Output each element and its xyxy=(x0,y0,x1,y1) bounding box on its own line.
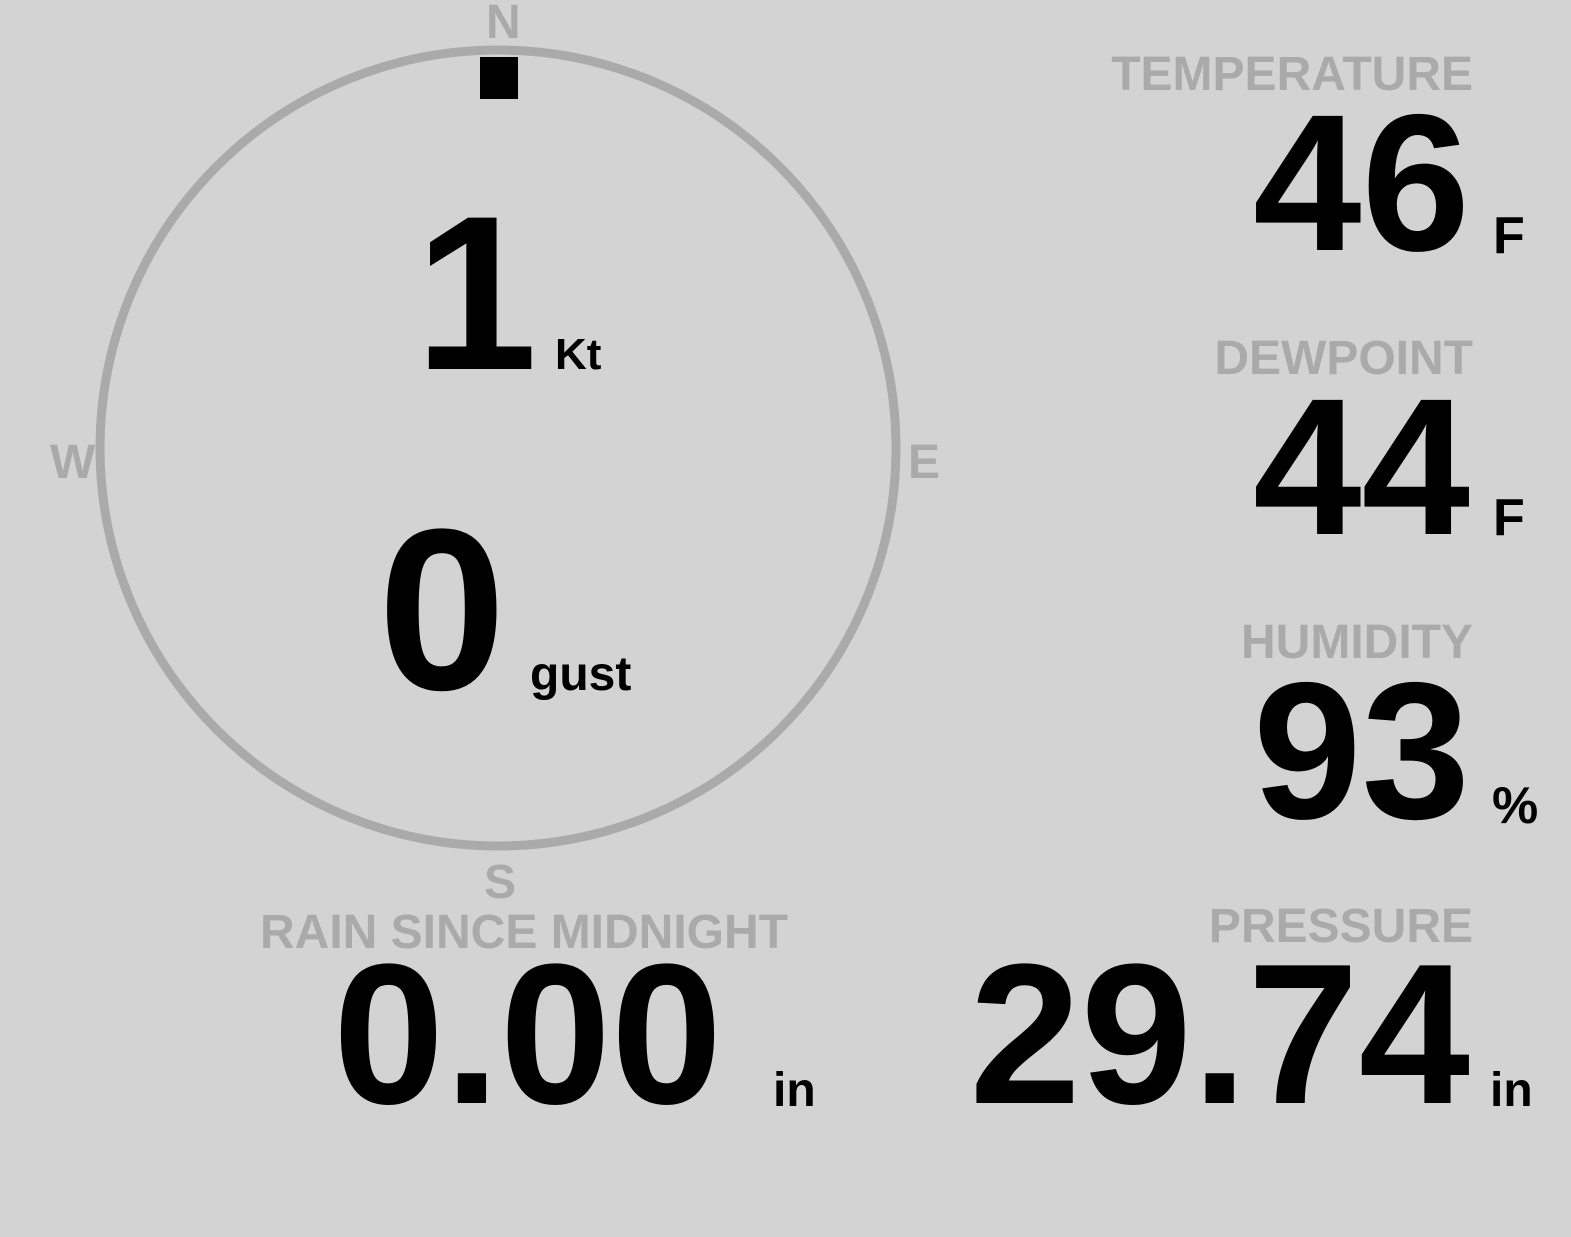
temperature-label: TEMPERATURE xyxy=(1111,48,1473,101)
pressure-label: PRESSURE xyxy=(1208,900,1473,953)
wind-speed-unit: Kt xyxy=(555,330,602,379)
rain-label: RAIN SINCE MIDNIGHT xyxy=(260,906,788,959)
dewpoint-label: DEWPOINT xyxy=(1214,332,1473,385)
rain-value: 0.00 xyxy=(333,923,723,1146)
compass-west: W xyxy=(50,436,96,489)
wind-speed-value: 1 xyxy=(415,170,538,416)
compass-north: N xyxy=(486,0,521,49)
temperature-unit: F xyxy=(1493,207,1525,265)
dewpoint-unit: F xyxy=(1493,489,1525,547)
wind-gust-unit: gust xyxy=(530,648,632,701)
wind-direction-marker xyxy=(480,57,518,99)
humidity-label: HUMIDITY xyxy=(1241,616,1473,669)
humidity-value: 93 xyxy=(1253,642,1470,860)
rain-unit: in xyxy=(773,1064,816,1117)
temperature-value: 46 xyxy=(1253,74,1470,292)
compass-south: S xyxy=(484,856,517,909)
compass-ring xyxy=(95,45,901,851)
pressure-value: 29.74 xyxy=(969,923,1471,1146)
humidity-unit: % xyxy=(1492,777,1539,835)
wind-gust-value: 0 xyxy=(378,481,506,738)
compass-east: E xyxy=(908,436,941,489)
pressure-unit: in xyxy=(1490,1064,1533,1117)
dewpoint-value: 44 xyxy=(1253,358,1470,576)
